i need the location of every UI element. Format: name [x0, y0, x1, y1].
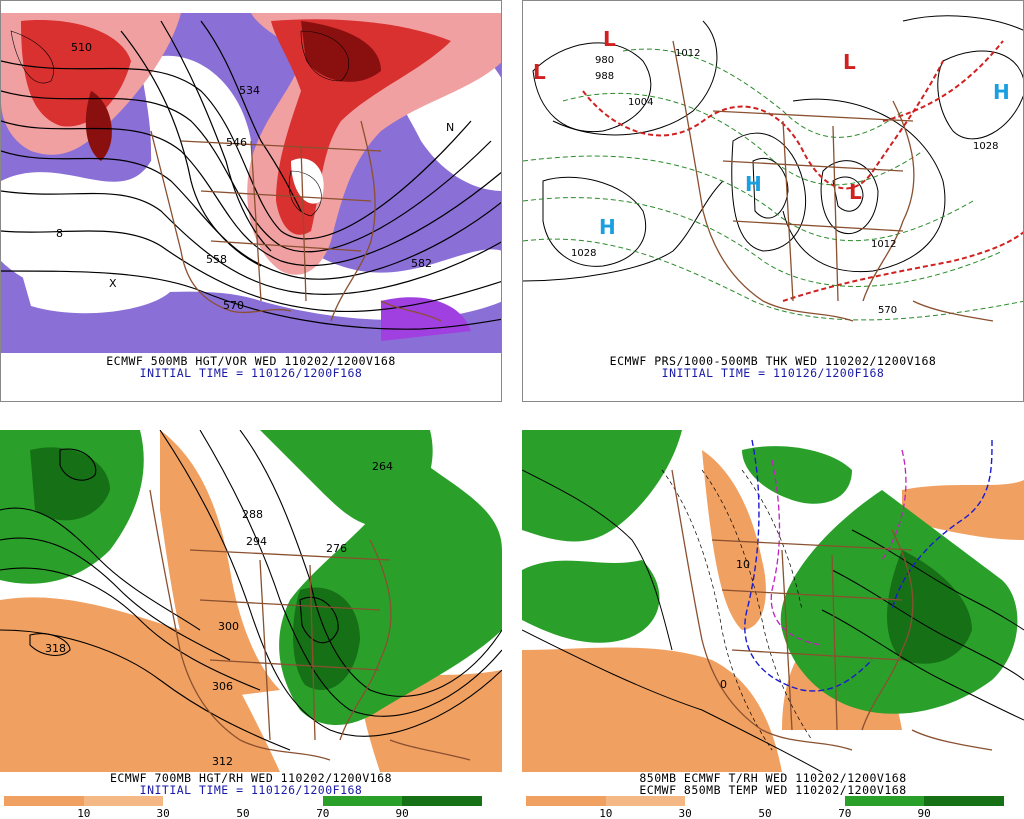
p3-label-288: 288	[242, 508, 263, 521]
caption-850mb-2: ECMWF 850MB TEMP WED 110202/1200V168	[639, 783, 907, 797]
map-prs-thk: H H H L L L L 1028 1012 1004 988 980 570…	[523, 1, 1023, 353]
low-hudson: L	[843, 50, 856, 74]
p2-label-1012b: 1012	[871, 239, 896, 250]
initial-time-prs-thk: INITIAL TIME = 110126/1200F168	[661, 366, 885, 380]
p2-label-1012: 1012	[675, 48, 700, 59]
map-700mb: 318 306 300 294 288 276 312 264	[0, 430, 502, 772]
caption-prs-thk: ECMWF PRS/1000-500MB THK WED 110202/1200…	[609, 354, 937, 368]
p3-label-312: 312	[212, 755, 233, 768]
label-510: 510	[71, 41, 92, 54]
label-x: X	[109, 277, 117, 290]
p4-label-0: 0	[720, 678, 727, 691]
high-plains: H	[745, 172, 762, 196]
p2-label-988: 988	[595, 71, 614, 82]
p2-label-980: 980	[595, 55, 614, 66]
low-west: L	[533, 60, 546, 84]
p3-label-294: 294	[246, 535, 267, 548]
colorbar-850mb	[526, 796, 1005, 806]
initial-time-500mb: INITIAL TIME = 110126/1200F168	[139, 366, 363, 380]
p4-label-10: 10	[736, 558, 750, 571]
panel-700mb-hgt-rh: 318 306 300 294 288 276 312 264 ECMWF 70…	[0, 430, 502, 819]
label-546: 546	[226, 136, 247, 149]
colorbar-ticks-850mb: 10 30 50 70 90	[599, 807, 931, 819]
caption-500mb: ECMWF 500MB HGT/VOR WED 110202/1200V168	[106, 354, 396, 368]
p3-label-306: 306	[212, 680, 233, 693]
p3-label-264: 264	[372, 460, 393, 473]
p3-label-318: 318	[45, 642, 66, 655]
colorbar-ticks-700mb: 10 30 50 70 90	[77, 807, 409, 819]
p2-label-1028: 1028	[571, 248, 596, 259]
low-gulf-alaska: L	[603, 27, 616, 51]
colorbar-700mb	[4, 796, 483, 806]
label-570: 570	[223, 299, 244, 312]
label-558: 558	[206, 253, 227, 266]
p2-label-570: 570	[878, 305, 897, 316]
map-850mb: 10 0	[522, 430, 1024, 772]
high-atlantic: H	[993, 80, 1010, 104]
label-8: 8	[56, 227, 63, 240]
p2-label-1028b: 1028	[973, 141, 998, 152]
caption-850mb-1: 850MB ECMWF T/RH WED 110202/1200V168	[639, 771, 907, 785]
initial-time-700mb: INITIAL TIME = 110126/1200F168	[139, 783, 363, 797]
panel-850mb-t-rh: 10 0 850MB ECMWF T/RH WED 110202/1200V16…	[522, 430, 1024, 819]
p3-label-300: 300	[218, 620, 239, 633]
label-n: N	[446, 121, 454, 134]
caption-700mb: ECMWF 700MB HGT/RH WED 110202/1200V168	[109, 771, 393, 785]
panel-500mb-hgt-vor: 510 534 546 558 570 582 8 X N ECMWF 500M…	[0, 0, 502, 402]
p2-label-1004: 1004	[628, 97, 653, 108]
label-582: 582	[411, 257, 432, 270]
map-500mb: 510 534 546 558 570 582 8 X N	[1, 13, 501, 353]
p3-label-276: 276	[326, 542, 347, 555]
panel-prs-thickness: H H H L L L L 1028 1012 1004 988 980 570…	[522, 0, 1024, 402]
high-pacific: H	[599, 215, 616, 239]
low-eastern-us: L	[849, 180, 862, 204]
label-534: 534	[239, 84, 260, 97]
